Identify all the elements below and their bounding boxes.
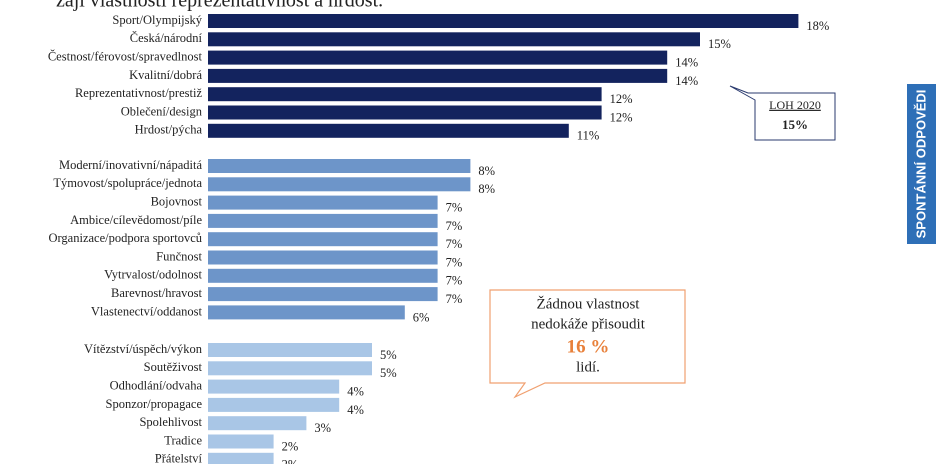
category-label: Funčnost xyxy=(156,249,202,263)
bar xyxy=(208,397,340,412)
bar xyxy=(208,379,340,394)
callout-text: 15% xyxy=(782,117,808,132)
category-label: Vlastenectví/oddanost xyxy=(91,304,203,318)
category-label: Vítězství/úspěch/výkon xyxy=(84,342,203,356)
category-label: Vytrvalost/odolnost xyxy=(104,268,202,282)
callout-text: nedokáže přisoudit xyxy=(531,316,646,332)
chart-title: zají vlastnosti reprezentativnost a hrdo… xyxy=(56,0,383,12)
value-label: 15% xyxy=(708,37,731,51)
category-label: Moderní/inovativní/nápaditá xyxy=(59,158,202,172)
value-label: 5% xyxy=(380,366,397,380)
value-label: 6% xyxy=(413,310,430,324)
value-label: 14% xyxy=(675,55,698,69)
bar xyxy=(208,159,471,173)
bar xyxy=(208,123,569,138)
value-label: 7% xyxy=(446,292,463,306)
value-label: 12% xyxy=(610,110,633,124)
bar xyxy=(208,343,372,357)
category-label: Organizace/podpora sportovců xyxy=(48,231,202,245)
value-label: 7% xyxy=(446,219,463,233)
value-label: 2% xyxy=(282,439,299,453)
value-label: 7% xyxy=(446,200,463,214)
category-label: Reprezentativnost/prestiž xyxy=(75,86,202,100)
bar xyxy=(208,32,700,47)
callout-text: lidí. xyxy=(576,359,600,375)
bar xyxy=(208,195,438,210)
category-label: Bojovnost xyxy=(151,194,203,208)
bar xyxy=(208,105,602,120)
category-label: Oblečení/design xyxy=(121,104,203,118)
bar xyxy=(208,452,274,464)
callout-text: LOH 2020 xyxy=(769,98,821,112)
category-label: Hrdost/pýcha xyxy=(135,123,203,137)
bar xyxy=(208,250,438,265)
category-label: Sponzor/propagace xyxy=(106,397,203,411)
category-label: Kvalitní/dobrá xyxy=(129,68,202,82)
value-label: 8% xyxy=(478,182,495,196)
callout-text: 16 % xyxy=(567,336,610,357)
bar xyxy=(208,177,471,192)
value-label: 2% xyxy=(282,458,299,464)
category-label: Spolehlivost xyxy=(139,415,202,429)
value-label: 7% xyxy=(446,274,463,288)
category-label: Sport/Olympijský xyxy=(112,13,202,27)
bar xyxy=(208,14,799,28)
callout-box xyxy=(489,289,686,399)
value-label: 5% xyxy=(380,348,397,362)
value-label: 3% xyxy=(314,421,331,435)
bar xyxy=(208,305,405,320)
bar xyxy=(208,213,438,228)
value-label: 4% xyxy=(347,403,364,417)
bar xyxy=(208,50,668,65)
bar xyxy=(208,232,438,247)
value-label: 14% xyxy=(675,74,698,88)
bar xyxy=(208,434,274,449)
callout-box xyxy=(729,85,836,141)
value-label: 4% xyxy=(347,384,364,398)
bar xyxy=(208,68,668,83)
bar xyxy=(208,361,372,376)
category-label: Tradice xyxy=(164,433,202,447)
category-label: Odhodlání/odvaha xyxy=(110,378,203,392)
bar xyxy=(208,416,307,431)
category-label: Přátelství xyxy=(155,452,203,464)
value-label: 8% xyxy=(478,164,495,178)
value-label: 7% xyxy=(446,255,463,269)
category-label: Ambice/cílevědomost/píle xyxy=(70,213,202,227)
bar xyxy=(208,87,602,102)
category-label: Týmovost/spolupráce/jednota xyxy=(53,176,202,190)
bar xyxy=(208,287,438,302)
value-label: 11% xyxy=(577,129,599,143)
value-label: 12% xyxy=(610,92,633,106)
value-label: 18% xyxy=(806,19,829,33)
category-label: Soutěživost xyxy=(144,360,203,374)
side-tab xyxy=(907,84,936,244)
bar xyxy=(208,268,438,283)
callout-text: Žádnou vlastnost xyxy=(537,295,641,312)
category-label: Barevnost/hravost xyxy=(111,286,202,300)
side-label: SPONTÁNNÍ ODPOVĚDI xyxy=(913,90,928,239)
value-label: 7% xyxy=(446,237,463,251)
category-label: Čestnost/férovost/spravedlnost xyxy=(48,49,203,63)
category-label: Česká/národní xyxy=(130,31,203,45)
